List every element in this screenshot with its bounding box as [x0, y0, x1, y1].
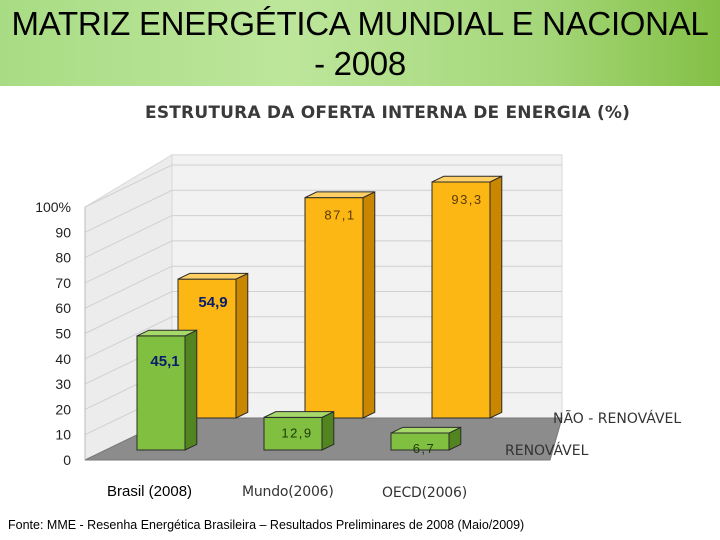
category-label: Brasil (2008) — [107, 483, 192, 500]
gridline — [84, 164, 562, 208]
data-label-renovavel: 12,9 — [281, 425, 312, 440]
category-label: Mundo(2006) — [242, 484, 334, 500]
data-label-nao-renovavel: 87,1 — [324, 208, 355, 223]
y-tick-label: 10 — [55, 427, 71, 443]
y-tick-label: 80 — [55, 250, 71, 266]
chart-title: ESTRUTURA DA OFERTA INTERNA DE ENERGIA (… — [145, 103, 631, 123]
y-tick-label: 70 — [55, 275, 71, 291]
data-label-nao-renovavel: 93,3 — [451, 192, 482, 207]
y-tick-label: 100% — [35, 199, 71, 215]
bar-nao-renovavel — [304, 191, 376, 419]
page-title-line-1: MATRIZ ENERGÉTICA MUNDIAL E NACIONAL — [11, 5, 709, 42]
series-label-renovavel: RENOVÁVEL — [505, 442, 589, 459]
series-label-nao-renovavel: NÃO - RENOVÁVEL — [553, 410, 681, 427]
title-banner: MATRIZ ENERGÉTICA MUNDIAL E NACIONAL - 2… — [0, 0, 720, 86]
category-label: OECD(2006) — [382, 485, 467, 501]
y-tick-label: 60 — [55, 300, 71, 316]
bar-renovavel — [263, 410, 335, 451]
y-tick-label: 0 — [63, 452, 71, 468]
y-tick-label: 50 — [55, 326, 71, 342]
page-title: MATRIZ ENERGÉTICA MUNDIAL E NACIONAL - 2… — [0, 4, 720, 84]
bar-renovavel — [136, 329, 198, 451]
source-footnote: Fonte: MME - Resenha Energética Brasilei… — [8, 518, 525, 532]
data-label-renovavel: 45,1 — [150, 353, 179, 370]
bar-renovavel — [390, 426, 462, 451]
bar-nao-renovavel — [431, 175, 503, 419]
y-tick-label: 30 — [55, 376, 71, 392]
y-tick-label: 40 — [55, 351, 71, 367]
page-title-line-2: - 2008 — [314, 45, 406, 82]
y-tick-label: 90 — [55, 224, 71, 240]
data-label-renovavel: 6,7 — [413, 441, 436, 456]
y-tick-label: 20 — [55, 401, 71, 417]
data-label-nao-renovavel: 54,9 — [198, 294, 227, 311]
